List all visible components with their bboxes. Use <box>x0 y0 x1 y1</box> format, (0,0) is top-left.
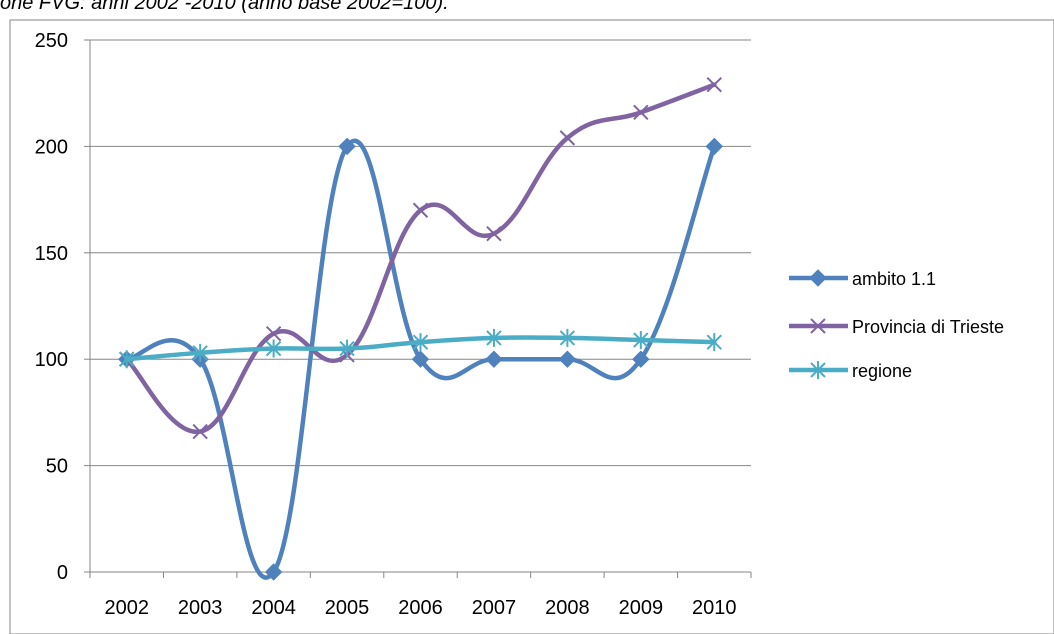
data-point <box>633 331 649 350</box>
data-point <box>485 350 503 368</box>
data-point <box>705 137 723 156</box>
y-tick-label: 150 <box>35 243 68 265</box>
data-point <box>632 350 650 368</box>
data-point <box>192 423 208 440</box>
legend-marker <box>810 361 826 379</box>
x-tick-label: 2010 <box>692 597 737 619</box>
y-tick-label: 50 <box>46 456 68 478</box>
data-point <box>559 130 576 146</box>
y-axis-ticks: 0 50 100 150 200 250 <box>35 30 90 584</box>
x-tick-label: 2004 <box>251 597 296 619</box>
legend-item: Provincia di Trieste <box>789 317 1004 337</box>
series-1 <box>118 137 723 581</box>
x-tick-label: 2005 <box>325 597 370 619</box>
data-point <box>264 563 283 581</box>
data-point <box>411 350 430 368</box>
series-lines <box>118 76 723 581</box>
x-tick-label: 2002 <box>104 597 149 619</box>
chart-area-border <box>9 19 1054 634</box>
data-point <box>265 339 282 358</box>
legend: ambito 1.1 Provincia di Trieste regione <box>789 269 1004 381</box>
legend-label: ambito 1.1 <box>852 269 936 289</box>
chart-heading: one FVG: anni 2002 -2010 (anno base 2002… <box>0 0 449 14</box>
x-axis-ticks: 2002 2003 2004 2005 2006 2007 2008 2009 2010 <box>89 572 752 619</box>
x-tick-label: 2008 <box>545 597 590 619</box>
y-tick-label: 250 <box>35 30 68 52</box>
x-tick-label: 2003 <box>178 597 223 619</box>
x-tick-label: 2009 <box>619 597 664 619</box>
data-point <box>706 76 722 93</box>
data-point <box>633 104 649 121</box>
data-point <box>192 343 208 362</box>
y-tick-label: 100 <box>35 349 68 371</box>
series-line <box>124 82 717 434</box>
data-point <box>412 333 429 352</box>
legend-item: regione <box>789 361 912 381</box>
x-tick-label: 2007 <box>472 597 517 619</box>
data-point <box>486 225 502 242</box>
data-point <box>119 350 135 369</box>
data-point <box>558 350 577 368</box>
axes <box>89 40 751 573</box>
data-point <box>412 202 429 218</box>
y-tick-label: 0 <box>57 562 68 584</box>
y-tick-label: 200 <box>35 136 68 158</box>
series-3 <box>119 328 722 369</box>
legend-marker <box>809 269 827 287</box>
legend-label: Provincia di Trieste <box>852 317 1004 337</box>
legend-marker <box>810 318 826 334</box>
data-point <box>339 339 355 358</box>
x-tick-label: 2006 <box>398 597 443 619</box>
data-point <box>265 325 282 342</box>
series-line <box>124 138 717 580</box>
data-point <box>338 137 356 156</box>
data-point <box>559 328 576 347</box>
data-point <box>706 333 722 352</box>
legend-item: ambito 1.1 <box>789 269 936 289</box>
data-point <box>486 328 502 347</box>
legend-label: regione <box>852 361 912 381</box>
